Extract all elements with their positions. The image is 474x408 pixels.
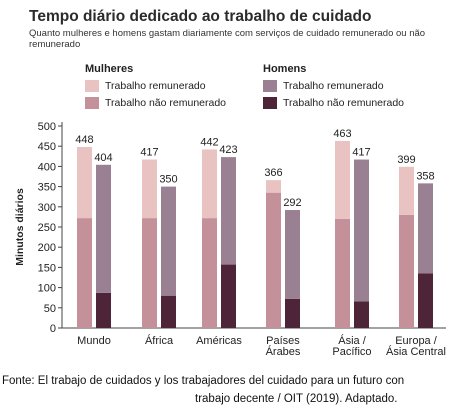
source-line-1: Fonte: El trabajo de cuidados y los trab… bbox=[2, 375, 405, 387]
bar-homens-nao-remunerado bbox=[161, 295, 176, 328]
chart-title: Tempo diário dedicado ao trabalho de cui… bbox=[29, 8, 372, 25]
legend-item-mulheres-nao-remunerado: Trabalho não remunerado bbox=[85, 96, 226, 110]
legend-swatch bbox=[85, 97, 99, 109]
bar-total-label: 448 bbox=[75, 134, 93, 146]
y-tick-label: 100 bbox=[38, 283, 56, 295]
bar-total-label: 358 bbox=[416, 170, 434, 182]
bar-homens-remunerado bbox=[96, 164, 111, 293]
x-category-label: África bbox=[145, 334, 174, 347]
bar-homens-remunerado bbox=[418, 183, 433, 274]
legend-label: Trabalho remunerado bbox=[105, 80, 206, 92]
source-note: Fonte: El trabajo de cuidados y los trab… bbox=[0, 372, 474, 408]
y-tick-label: 200 bbox=[38, 242, 56, 254]
bar-mulheres-nao-remunerado bbox=[142, 218, 157, 328]
bar-mulheres-remunerado bbox=[77, 147, 92, 219]
x-category-label: Américas bbox=[196, 335, 242, 347]
bar-mulheres-remunerado bbox=[399, 166, 414, 215]
y-tick-label: 400 bbox=[38, 161, 56, 173]
bar-homens-nao-remunerado bbox=[354, 301, 369, 328]
bar-total-label: 442 bbox=[200, 136, 218, 148]
legend-label: Trabalho não remunerado bbox=[283, 97, 405, 109]
x-category-label: Pacífico bbox=[332, 346, 371, 358]
bar-mulheres-nao-remunerado bbox=[266, 192, 281, 328]
bar-total-label: 292 bbox=[283, 197, 301, 209]
y-tick-label: 300 bbox=[38, 202, 56, 214]
source-line-2: trabajo decente / OIT (2019). Adaptado. bbox=[195, 393, 398, 405]
y-tick-label: 0 bbox=[50, 323, 56, 335]
bar-homens-remunerado bbox=[354, 159, 369, 302]
bar-mulheres-remunerado bbox=[335, 140, 350, 219]
y-tick-label: 150 bbox=[38, 262, 56, 274]
legend-item-homens-nao-remunerado: Trabalho não remunerado bbox=[263, 96, 404, 110]
bar-mulheres-nao-remunerado bbox=[202, 218, 217, 328]
x-category-label: Ásia Central bbox=[386, 345, 446, 358]
bar-total-label: 417 bbox=[352, 147, 370, 159]
legend-item-mulheres-remunerado: Trabalho remunerado bbox=[85, 79, 206, 93]
x-category-label: Ásia / bbox=[338, 334, 366, 347]
legend-swatch bbox=[263, 97, 277, 109]
y-axis-label: Minutos diários bbox=[14, 188, 26, 266]
bar-total-label: 423 bbox=[219, 144, 237, 156]
bar-mulheres-remunerado bbox=[266, 180, 281, 193]
bar-mulheres-nao-remunerado bbox=[77, 218, 92, 328]
legend-title-homens: Homens bbox=[263, 63, 307, 75]
bar-mulheres-nao-remunerado bbox=[399, 214, 414, 328]
x-category-label: Países bbox=[266, 335, 300, 347]
legend-label: Trabalho remunerado bbox=[283, 80, 384, 92]
stacked-bar-chart: 0 50 100 150 200 250 300 350 400 450 500 Minutos di… bbox=[14, 121, 446, 358]
bar-homens-nao-remunerado bbox=[96, 292, 111, 328]
y-tick-label: 350 bbox=[38, 182, 56, 194]
bar-total-label: 463 bbox=[333, 128, 351, 140]
bar-homens-nao-remunerado bbox=[285, 298, 300, 328]
bar-total-label: 417 bbox=[140, 147, 158, 159]
x-category-label: Europa / bbox=[395, 335, 438, 347]
legend-item-homens-remunerado: Trabalho remunerado bbox=[263, 79, 384, 93]
bar-mulheres-remunerado bbox=[142, 159, 157, 219]
y-tick-label: 500 bbox=[38, 121, 56, 133]
legend-title-mulheres: Mulheres bbox=[85, 63, 134, 75]
chart-subtitle: Quanto mulheres e homens gastam diariame… bbox=[29, 28, 426, 50]
bar-homens-nao-remunerado bbox=[418, 273, 433, 328]
bar-mulheres-nao-remunerado bbox=[335, 218, 350, 328]
x-category-label: Mundo bbox=[77, 335, 111, 347]
bar-homens-remunerado bbox=[221, 157, 236, 265]
legend-swatch bbox=[263, 80, 277, 92]
bar-mulheres-remunerado bbox=[202, 149, 217, 219]
bar-total-label: 366 bbox=[264, 167, 282, 179]
bar-total-label: 350 bbox=[159, 174, 177, 186]
y-tick-label: 450 bbox=[38, 141, 56, 153]
y-tick-label: 250 bbox=[38, 222, 56, 234]
x-category-label: Árabes bbox=[266, 345, 301, 358]
bar-total-label: 399 bbox=[397, 154, 415, 166]
legend-swatch bbox=[85, 80, 99, 92]
y-tick-label: 50 bbox=[44, 303, 56, 315]
bar-homens-remunerado bbox=[161, 186, 176, 296]
bar-homens-nao-remunerado bbox=[221, 264, 236, 328]
bar-total-label: 404 bbox=[94, 152, 112, 164]
legend-label: Trabalho não remunerado bbox=[105, 97, 227, 109]
bar-homens-remunerado bbox=[285, 210, 300, 299]
